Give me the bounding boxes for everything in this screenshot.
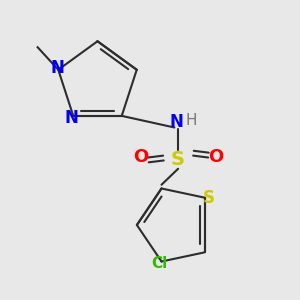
Text: S: S xyxy=(202,189,214,207)
Text: Cl: Cl xyxy=(152,256,168,271)
Text: N: N xyxy=(51,59,64,77)
Text: O: O xyxy=(133,148,148,166)
Text: N: N xyxy=(169,113,183,131)
Text: N: N xyxy=(64,109,78,127)
Text: O: O xyxy=(208,148,223,166)
Text: S: S xyxy=(171,150,185,169)
Text: H: H xyxy=(185,112,197,128)
